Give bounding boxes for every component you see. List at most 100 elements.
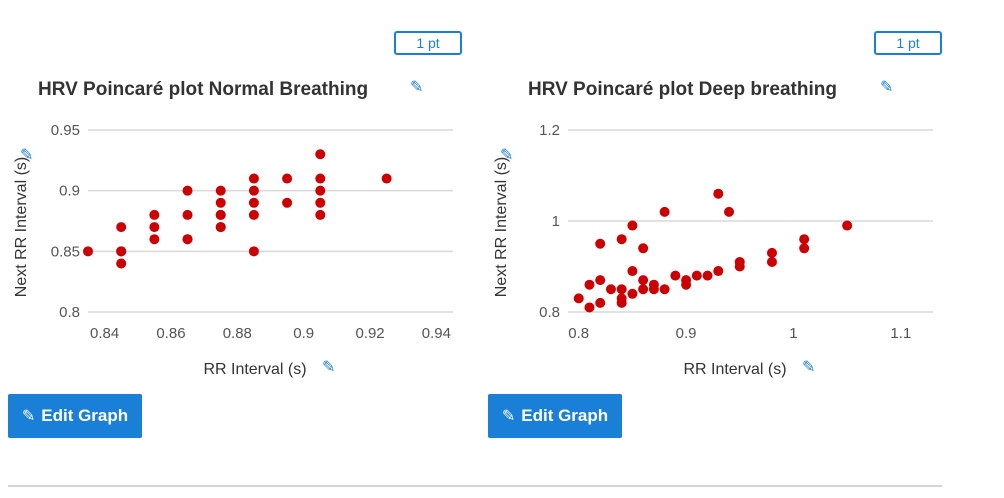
data-point [381,173,392,184]
data-point [215,222,226,233]
pencil-icon[interactable]: ✎ [880,79,894,96]
y-tick-label: 0.8 [59,304,80,321]
data-point [248,209,259,220]
data-point [638,243,649,254]
data-point [713,188,724,199]
data-point [627,220,638,231]
data-point [215,185,226,196]
pencil-icon[interactable]: ✎ [20,147,34,164]
points-badge: 1 pt [394,31,462,55]
data-point [149,209,160,220]
data-point [282,173,293,184]
data-point [215,197,226,208]
data-point [842,220,853,231]
x-tick-label: 0.94 [422,325,451,342]
y-tick-label: 0.85 [51,243,80,260]
x-tick-label: 1.1 [890,325,911,342]
data-point [627,288,638,299]
y-tick-label: 1.2 [539,122,560,139]
edit-graph-button[interactable]: ✎ Edit Graph [488,394,622,438]
x-axis-title: RR Interval (s) [683,361,786,378]
x-tick-label: 0.9 [676,325,697,342]
edit-graph-label: Edit Graph [41,406,129,425]
data-point [681,275,692,286]
data-point [659,206,670,217]
data-point [116,222,127,233]
data-point [605,284,616,295]
chart-panel-deep-breathing: 1 pt HRV Poincaré plot Deep breathing ✎ … [480,0,970,460]
edit-graph-button[interactable]: ✎ Edit Graph [8,394,142,438]
y-axis-title: Next RR Interval (s) [13,157,30,297]
data-point [713,266,724,277]
data-point [659,284,670,295]
data-point [799,234,810,245]
data-point [766,256,777,267]
data-point [315,149,326,160]
data-point [638,275,649,286]
data-point [315,209,326,220]
pencil-icon: ✎ [501,408,516,425]
y-tick-label: 0.95 [51,122,80,139]
data-point [248,246,259,257]
data-point [182,209,193,220]
scatter-plot: 0.8 1 1.2 0.8 0.9 1 1.1 RR Interval (s) Next RR … [493,122,933,378]
data-point [315,173,326,184]
data-point [766,247,777,258]
data-point [116,246,127,257]
y-tick-label: 0.8 [539,304,560,321]
x-axis-title: RR Interval (s) [203,361,306,378]
edit-graph-label: Edit Graph [521,406,609,425]
data-point [182,185,193,196]
data-point [248,197,259,208]
y-axis-title: Next RR Interval (s) [493,157,510,297]
data-point [595,297,606,308]
scatter-plot: 0.8 0.85 0.9 0.95 0.84 0.86 0.88 0.9 0.92 0.94 RR … [13,122,453,378]
data-point [627,266,638,277]
y-tick-label: 0.9 [59,183,80,200]
data-point [648,279,659,290]
y-tick-label: 1 [552,213,560,230]
data-point [83,246,93,257]
data-point [584,302,595,313]
data-point [248,173,259,184]
data-point [573,293,584,304]
pencil-icon: ✎ [21,408,36,425]
pencil-icon[interactable]: ✎ [500,147,514,164]
data-point [248,185,259,196]
x-tick-label: 0.8 [568,325,589,342]
data-point [616,234,627,245]
x-tick-label: 0.88 [223,325,252,342]
divider [8,485,942,487]
pencil-icon[interactable]: ✎ [322,359,336,376]
x-tick-label: 0.86 [156,325,185,342]
data-point [116,258,127,269]
data-point [670,270,681,281]
data-point [595,275,606,286]
data-point [702,270,713,281]
data-point [724,206,735,217]
data-point [616,293,627,304]
chart-title: HRV Poincaré plot Normal Breathing [38,79,369,100]
x-tick-label: 0.92 [355,325,384,342]
data-point [595,238,606,249]
data-point [734,256,745,267]
x-tick-label: 1 [789,325,797,342]
data-point [182,234,193,245]
chart-title: HRV Poincaré plot Deep breathing [528,79,837,100]
x-tick-label: 0.84 [90,325,119,342]
data-point [149,234,160,245]
data-point [315,197,326,208]
data-point [315,185,326,196]
x-tick-label: 0.9 [293,325,314,342]
data-point [149,222,160,233]
data-point [282,197,293,208]
pencil-icon[interactable]: ✎ [802,359,816,376]
data-point [799,243,810,254]
data-point [584,279,595,290]
points-badge: 1 pt [874,31,942,55]
chart-panel-normal-breathing: 1 pt HRV Poincaré plot Normal Breathing … [0,0,490,460]
pencil-icon[interactable]: ✎ [410,79,424,96]
data-point [691,270,702,281]
data-point [638,284,649,295]
data-point [215,209,226,220]
